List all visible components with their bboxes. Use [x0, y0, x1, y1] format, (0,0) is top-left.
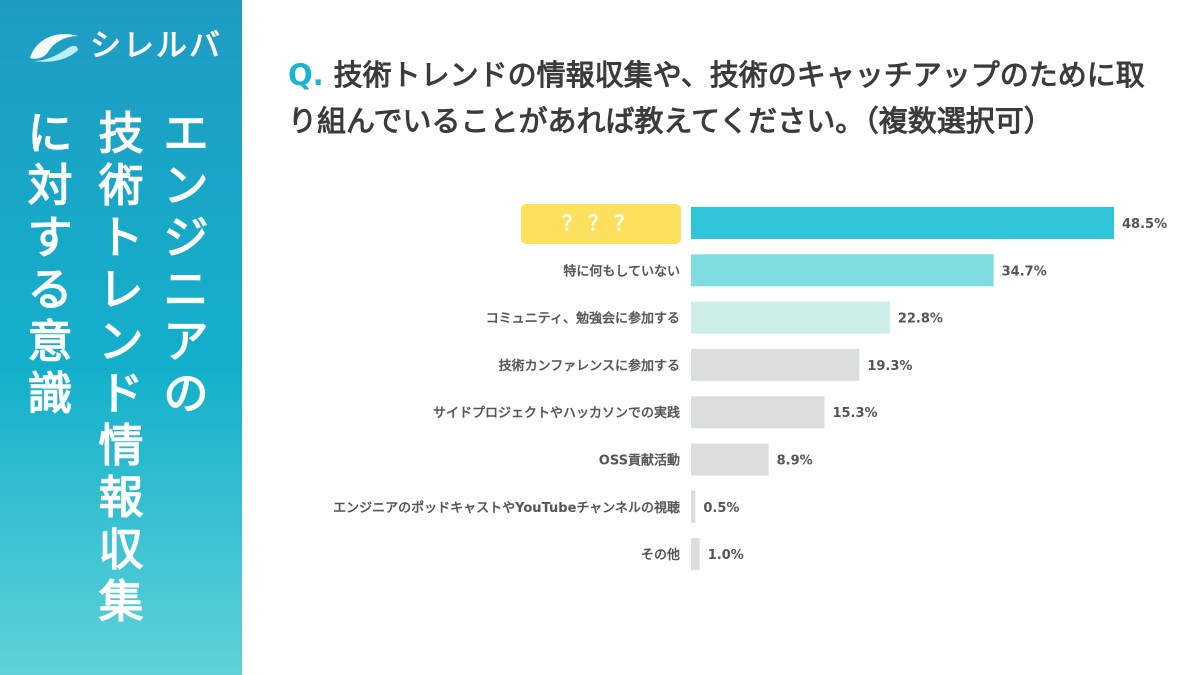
category-label-7: その他: [641, 547, 680, 563]
category-label-6: エンジニアのポッドキャストやYouTubeチャンネルの視聴: [333, 500, 680, 516]
bar-1: [691, 254, 994, 287]
brand-name: シレルバ: [90, 28, 222, 64]
question-text: 技術トレンドの情報収集や、技術のキャッチアップのために取り組んでいることがあれば…: [288, 58, 1145, 138]
question-prefix: Q.: [288, 58, 324, 92]
sidebar: シレルバ エンジニアの 技術トレンド情報収集 に対する意識: [0, 0, 242, 675]
value-label-6: 0.5%: [703, 501, 739, 516]
bar-3: [691, 348, 860, 381]
question-heading: Q. 技術トレンドの情報収集や、技術のキャッチアップのために取り組んでいることがあ…: [288, 52, 1168, 144]
value-label-5: 8.9%: [777, 454, 813, 469]
side-title-line-3: に対する意識: [27, 107, 73, 420]
value-label-1: 34.7%: [1002, 264, 1047, 279]
side-title-line-1: エンジニアの: [163, 107, 209, 420]
wave-icon: [30, 34, 78, 62]
bar-6: [691, 490, 696, 523]
bar-5: [691, 443, 769, 476]
category-label-0: ？？？: [562, 211, 640, 235]
bar-4: [691, 396, 825, 429]
category-label-5: OSS貢献活動: [599, 453, 680, 469]
bar-0: [691, 207, 1114, 239]
value-label-2: 22.8%: [898, 312, 943, 327]
side-title-line-2: 技術トレンド情報収集: [98, 107, 144, 628]
value-label-0: 48.5%: [1122, 217, 1167, 232]
category-label-1: 特に何もしていない: [563, 263, 680, 279]
value-label-7: 1.0%: [708, 548, 744, 563]
value-label-3: 19.3%: [867, 359, 912, 374]
bar-2: [691, 301, 890, 334]
highlight-label-box: [521, 204, 681, 244]
brand-logo: シレルバ: [28, 22, 228, 70]
value-label-4: 15.3%: [832, 406, 877, 421]
category-label-2: コミュニティ、勉強会に参加する: [486, 311, 680, 327]
category-label-3: 技術カンファレンスに参加する: [499, 358, 680, 374]
bar-7: [691, 538, 700, 571]
category-label-4: サイドプロジェクトやハッカソンでの実践: [433, 405, 680, 421]
